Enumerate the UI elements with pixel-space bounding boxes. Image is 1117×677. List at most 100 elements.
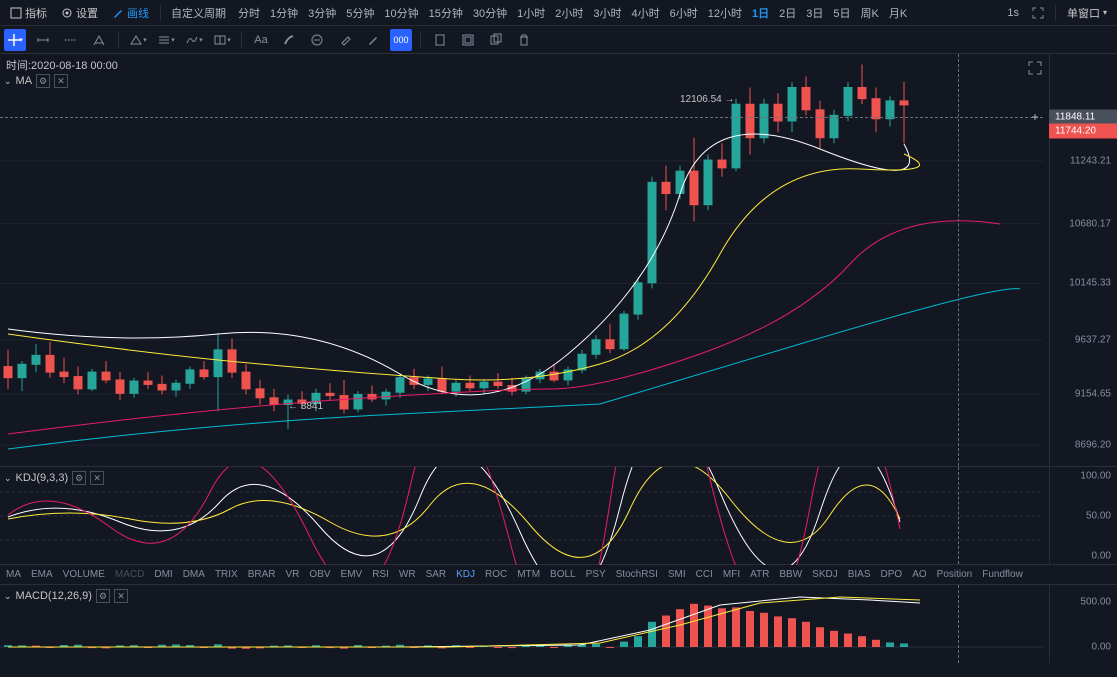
high-annotation: 12106.54 → [680,94,735,105]
indicator-macd[interactable]: MACD [115,569,144,580]
timeframe-2日[interactable]: 2日 [774,2,801,24]
indicator-position[interactable]: Position [937,569,973,580]
macd-canvas [0,585,1043,663]
macd-y-axis[interactable]: 500.000.00 [1049,585,1117,663]
chevron-down-icon: ▾ [1103,8,1107,17]
indicator-bias[interactable]: BIAS [848,569,871,580]
indicator-bbw[interactable]: BBW [779,569,802,580]
shape-tool[interactable]: ▾ [127,29,149,51]
indicator-skdj[interactable]: SKDJ [812,569,838,580]
timeframe-1日[interactable]: 1日 [747,2,774,24]
timeframe-12小时[interactable]: 12小时 [703,2,747,24]
drawline-label: 画线 [127,5,149,21]
kdj-canvas [0,467,1043,565]
indicator-label: 指标 [25,5,47,21]
indicator-volume[interactable]: VOLUME [63,569,105,580]
timeframe-1小时[interactable]: 1小时 [512,2,550,24]
timeframe-4小时[interactable]: 4小时 [627,2,665,24]
indicator-trix[interactable]: TRIX [215,569,238,580]
price-y-axis[interactable]: 11243.2110680.1710145.339637.279154.6586… [1049,54,1117,466]
timeframe-3分钟[interactable]: 3分钟 [303,2,341,24]
indicator-dma[interactable]: DMA [183,569,205,580]
refresh-rate[interactable]: 1s [1002,4,1024,22]
trendline-tool[interactable] [32,29,54,51]
timeframe-10分钟[interactable]: 10分钟 [379,2,423,24]
indicator-dmi[interactable]: DMI [154,569,172,580]
top-toolbar: 指标 设置 画线 自定义周期 分时1分钟3分钟5分钟10分钟15分钟30分钟1小… [0,0,1117,26]
indicator-smi[interactable]: SMI [668,569,686,580]
drawing-toolbar: ▾ ▾ ▾ ▾ ▾ Aa 000 [0,26,1117,54]
timeframe-5日[interactable]: 5日 [828,2,855,24]
indicator-kdj[interactable]: KDJ [456,569,475,580]
cursor-tool[interactable]: ▾ [4,29,26,51]
indicator-ma[interactable]: MA [6,569,21,580]
eraser-tool[interactable] [334,29,356,51]
timeframe-月K[interactable]: 月K [884,2,912,24]
indicator-psy[interactable]: PSY [586,569,606,580]
fib-tool[interactable] [88,29,110,51]
hide-tool[interactable] [457,29,479,51]
custom-period[interactable]: 自定义周期 [166,2,231,24]
indicator-fundflow[interactable]: Fundflow [982,569,1023,580]
indicator-brar[interactable]: BRAR [248,569,276,580]
timeframe-3小时[interactable]: 3小时 [588,2,626,24]
indicator-emv[interactable]: EMV [341,569,363,580]
indicator-mtm[interactable]: MTM [517,569,540,580]
window-mode-button[interactable]: 单窗口 ▾ [1061,2,1113,24]
timeframe-5分钟[interactable]: 5分钟 [341,2,379,24]
text-tool[interactable]: Aa [250,29,272,51]
settings-button[interactable]: 设置 [55,2,104,24]
gear-icon [61,7,73,19]
separator [1055,5,1056,21]
brush2-tool[interactable] [362,29,384,51]
macd-chart-area[interactable]: ⌄ MACD(12,26,9) ⚙ ✕ 500.000.00 [0,585,1117,663]
timeframe-2小时[interactable]: 2小时 [550,2,588,24]
indicator-cci[interactable]: CCI [696,569,713,580]
settings-label: 设置 [76,5,98,21]
indicator-sar[interactable]: SAR [426,569,447,580]
indicator-wr[interactable]: WR [399,569,416,580]
separator [420,32,421,48]
kdj-y-axis[interactable]: 100.0050.000.00 [1049,467,1117,564]
separator [118,32,119,48]
clone-tool[interactable] [485,29,507,51]
indicator-obv[interactable]: OBV [309,569,330,580]
magnet-tool[interactable]: 000 [390,29,412,51]
low-annotation: ← 8841 [288,401,323,412]
indicator-dpo[interactable]: DPO [881,569,903,580]
indicator-vr[interactable]: VR [286,569,300,580]
separator [160,5,161,21]
lock-tool[interactable] [429,29,451,51]
indicator-atr[interactable]: ATR [750,569,769,580]
parallel-lines-tool[interactable]: ▾ [155,29,177,51]
timeframe-分时[interactable]: 分时 [233,2,265,24]
indicator-stochrsi[interactable]: StochRSI [616,569,658,580]
timeframe-1分钟[interactable]: 1分钟 [265,2,303,24]
fullscreen-icon [1032,7,1044,19]
trash-tool[interactable] [513,29,535,51]
indicator-roc[interactable]: ROC [485,569,507,580]
wave-tool[interactable]: ▾ [183,29,205,51]
timeframe-30分钟[interactable]: 30分钟 [468,2,512,24]
indicator-icon [10,7,22,19]
marker-tool[interactable] [306,29,328,51]
timeframe-3日[interactable]: 3日 [801,2,828,24]
indicator-boll[interactable]: BOLL [550,569,576,580]
indicator-ao[interactable]: AO [912,569,926,580]
price-chart-area[interactable]: 时间:2020-08-18 00:00 ⌄ MA ⚙ ✕ + 12106.54 … [0,54,1117,467]
timeframe-周K[interactable]: 周K [856,2,884,24]
window-mode-label: 单窗口 [1067,5,1100,21]
horizontal-line-tool[interactable] [60,29,82,51]
timeframe-15分钟[interactable]: 15分钟 [424,2,468,24]
timeframe-6小时[interactable]: 6小时 [665,2,703,24]
indicator-button[interactable]: 指标 [4,2,53,24]
drawline-button[interactable]: 画线 [106,2,155,24]
indicator-mfi[interactable]: MFI [723,569,740,580]
pencil-icon [112,7,124,19]
rect-tool[interactable]: ▾ [211,29,233,51]
brush-tool[interactable] [278,29,300,51]
fullscreen-button[interactable] [1026,4,1050,22]
indicator-rsi[interactable]: RSI [372,569,389,580]
kdj-chart-area[interactable]: ⌄ KDJ(9,3,3) ⚙ ✕ 100.0050.000.00 [0,467,1117,565]
indicator-ema[interactable]: EMA [31,569,53,580]
